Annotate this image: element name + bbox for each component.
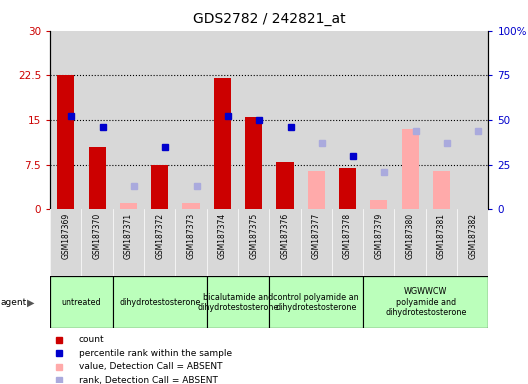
- Bar: [401, 129, 419, 209]
- Bar: [269, 276, 363, 328]
- Text: GSM187381: GSM187381: [437, 213, 446, 259]
- Bar: [300, 31, 332, 209]
- Text: control polyamide an
dihydrotestosterone: control polyamide an dihydrotestosterone: [274, 293, 359, 312]
- Text: GDS2782 / 242821_at: GDS2782 / 242821_at: [193, 12, 346, 26]
- Text: GSM187380: GSM187380: [406, 213, 414, 259]
- Bar: [206, 31, 238, 209]
- Bar: [206, 276, 269, 328]
- Bar: [81, 31, 113, 209]
- Bar: [151, 165, 168, 209]
- Bar: [339, 168, 356, 209]
- Bar: [269, 209, 300, 276]
- Text: GSM187376: GSM187376: [280, 213, 289, 259]
- Bar: [182, 204, 200, 209]
- Text: count: count: [79, 335, 104, 344]
- Text: GSM187382: GSM187382: [468, 213, 477, 259]
- Bar: [426, 209, 457, 276]
- Text: GSM187374: GSM187374: [218, 213, 227, 259]
- Text: untreated: untreated: [62, 298, 101, 307]
- Bar: [144, 209, 175, 276]
- Text: GSM187379: GSM187379: [374, 213, 383, 259]
- Bar: [332, 209, 363, 276]
- Bar: [206, 209, 238, 276]
- Bar: [269, 31, 300, 209]
- Bar: [120, 204, 137, 209]
- Bar: [363, 276, 488, 328]
- Text: GSM187373: GSM187373: [186, 213, 195, 259]
- Bar: [394, 31, 426, 209]
- Bar: [113, 276, 206, 328]
- Text: percentile rank within the sample: percentile rank within the sample: [79, 349, 232, 358]
- Bar: [50, 31, 81, 209]
- Bar: [276, 162, 294, 209]
- Bar: [426, 31, 457, 209]
- Bar: [339, 170, 356, 209]
- Bar: [113, 31, 144, 209]
- Bar: [433, 170, 450, 209]
- Text: GSM187378: GSM187378: [343, 213, 352, 259]
- Bar: [113, 209, 144, 276]
- Text: GSM187375: GSM187375: [249, 213, 258, 259]
- Bar: [50, 276, 113, 328]
- Bar: [50, 209, 81, 276]
- Text: ▶: ▶: [27, 297, 35, 308]
- Bar: [308, 170, 325, 209]
- Text: value, Detection Call = ABSENT: value, Detection Call = ABSENT: [79, 362, 222, 371]
- Text: GSM187372: GSM187372: [155, 213, 164, 259]
- Bar: [89, 147, 106, 209]
- Bar: [370, 200, 388, 209]
- Bar: [363, 31, 394, 209]
- Bar: [57, 75, 74, 209]
- Bar: [81, 209, 113, 276]
- Text: WGWWCW
polyamide and
dihydrotestosterone: WGWWCW polyamide and dihydrotestosterone: [385, 288, 466, 317]
- Text: GSM187371: GSM187371: [124, 213, 133, 259]
- Text: bicalutamide and
dihydrotestosterone: bicalutamide and dihydrotestosterone: [197, 293, 279, 312]
- Bar: [238, 209, 269, 276]
- Text: GSM187377: GSM187377: [312, 213, 320, 259]
- Bar: [363, 209, 394, 276]
- Bar: [238, 31, 269, 209]
- Text: GSM187370: GSM187370: [92, 213, 101, 259]
- Bar: [214, 78, 231, 209]
- Bar: [245, 117, 262, 209]
- Bar: [151, 204, 168, 209]
- Bar: [144, 31, 175, 209]
- Text: dihydrotestosterone: dihydrotestosterone: [119, 298, 201, 307]
- Bar: [332, 31, 363, 209]
- Bar: [457, 31, 488, 209]
- Text: GSM187369: GSM187369: [61, 213, 70, 259]
- Text: agent: agent: [1, 298, 27, 307]
- Bar: [300, 209, 332, 276]
- Bar: [457, 209, 488, 276]
- Bar: [175, 31, 206, 209]
- Text: rank, Detection Call = ABSENT: rank, Detection Call = ABSENT: [79, 376, 218, 384]
- Bar: [394, 209, 426, 276]
- Bar: [175, 209, 206, 276]
